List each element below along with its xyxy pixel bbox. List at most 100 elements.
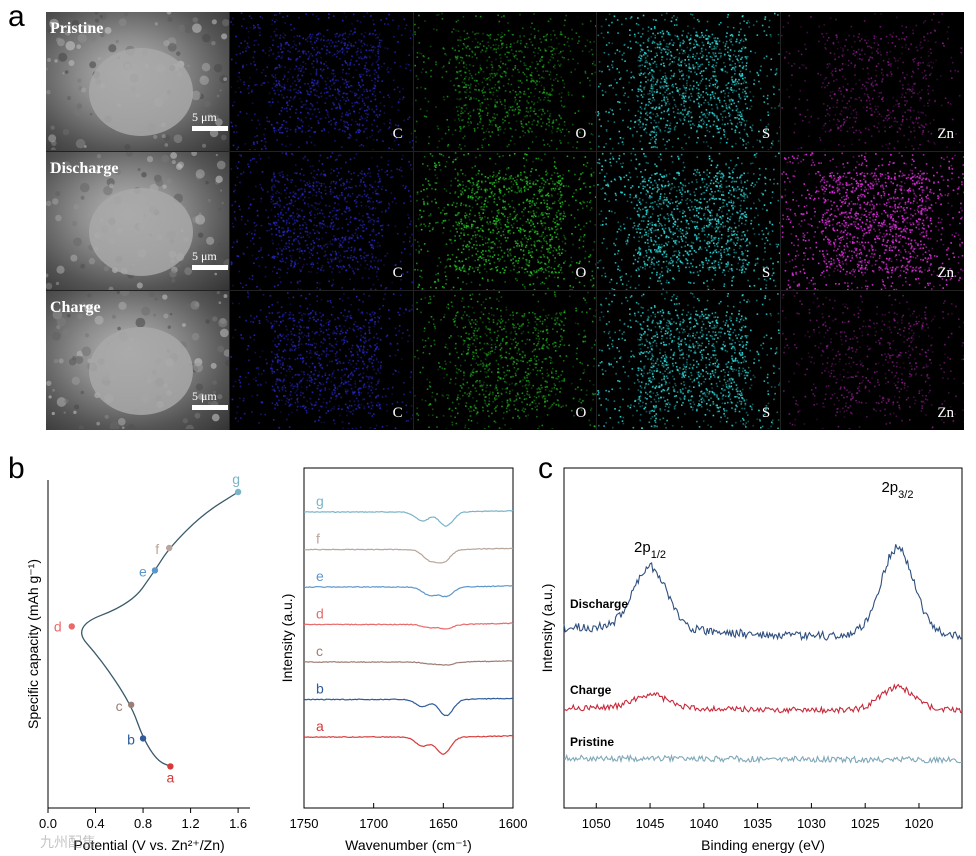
eds-dot [648,101,651,103]
eds-dot [250,17,253,20]
eds-dot [733,81,735,83]
eds-dot [238,181,241,183]
sem-texture-grain [55,37,62,43]
eds-dot [375,37,377,40]
eds-dot [933,141,935,144]
eds-dot [335,194,338,197]
eds-dot [736,58,739,60]
eds-dot [650,87,653,90]
eds-dot [343,250,345,252]
eds-dot [271,101,274,104]
eds-dot [877,52,880,54]
eds-dot [919,61,922,64]
eds-dot [912,32,915,35]
eds-dot [726,71,729,74]
eds-dot [294,164,297,166]
eds-dot [549,56,552,58]
eds-dot [365,74,368,77]
eds-dot [567,94,569,96]
eds-dot [882,59,885,62]
eds-dot [739,111,742,114]
eds-dot [330,180,333,183]
eds-dot [375,105,377,107]
eds-dot [333,53,335,56]
eds-dot [646,118,649,121]
eds-dot [788,52,791,55]
eds-dot [456,98,458,100]
eds-dot [685,92,687,95]
eds-dot [652,106,655,109]
eds-dot [594,71,596,74]
eds-dot [507,143,510,146]
eds-dot [359,180,362,183]
eds-dot [261,82,264,85]
eds-dot [823,24,826,26]
eds-dot [298,70,300,72]
eds-dot [677,90,679,92]
eds-dot [590,133,592,135]
eds-dot [886,119,889,121]
eds-dot [526,129,529,132]
eds-dot [256,24,259,26]
eds-dot [258,154,260,156]
eds-dot [886,54,889,56]
eds-dot [332,267,334,269]
eds-dot [356,53,358,56]
eds-dot [921,133,924,136]
eds-dot [273,285,276,288]
eds-dot [313,48,315,51]
eds-dot [302,104,305,106]
eds-dot [651,146,653,149]
eds-dot [323,44,326,47]
eds-dot [359,56,362,58]
eds-dot [271,188,273,191]
eds-dot [634,121,637,123]
eds-dot [252,141,255,144]
sem-texture-grain [58,52,68,62]
eds-dot [866,93,869,96]
eds-dot [308,93,311,96]
eds-dot [399,260,402,263]
eds-dot [500,103,503,106]
eds-dot [612,147,614,150]
eds-dot [892,96,895,99]
eds-dot [480,68,482,71]
eds-dot [497,80,500,83]
eds-dot [669,103,671,105]
eds-dot [354,120,357,123]
eds-dot [561,128,564,131]
eds-dot [854,74,856,76]
eds-dot [302,49,305,52]
eds-dot [669,130,672,133]
eds-dot [770,68,773,71]
eds-dot [410,233,413,235]
eds-dot [725,43,728,45]
eds-dot [503,99,506,101]
eds-dot [504,63,506,65]
eds-dot [655,142,657,145]
eds-dot [656,89,659,91]
sem-texture-grain [95,169,101,174]
eds-dot [317,33,319,36]
eds-dot [458,39,461,41]
eds-dot [344,238,347,241]
eds-dot [339,49,341,52]
eds-dot [347,192,350,195]
eds-dot [823,103,825,105]
eds-dot [498,98,501,101]
eds-dot [333,258,336,260]
eds-dot [340,259,343,262]
eds-dot [778,105,781,107]
eds-dot [235,35,237,38]
eds-dot [930,61,933,63]
eds-dot [432,28,435,30]
eds-dot [734,129,737,132]
eds-dot [311,164,314,167]
eds-dot [310,243,312,245]
eds-dot [664,18,667,21]
eds-dot [509,46,511,48]
eds-dot [330,39,332,42]
eds-dot [399,166,402,169]
eds-dot [565,128,567,131]
eds-dot [551,89,554,91]
